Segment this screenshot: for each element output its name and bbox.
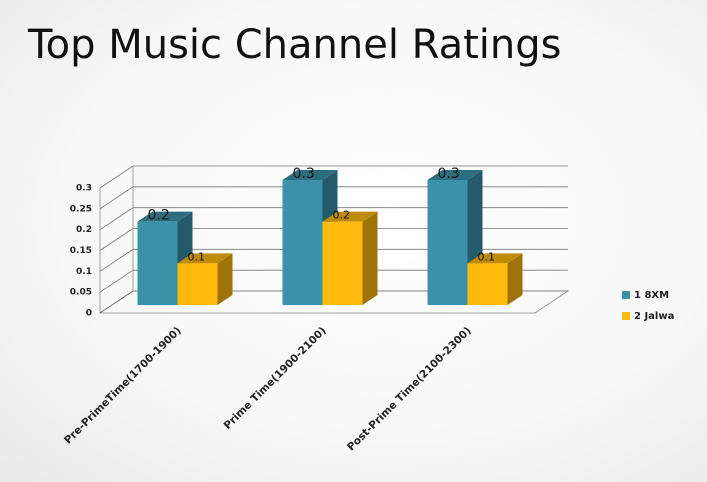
y-tick-label: 0.25 xyxy=(70,204,92,214)
bar-side xyxy=(217,253,233,305)
legend-swatch xyxy=(622,291,630,299)
bar-front xyxy=(427,180,468,305)
grid-line xyxy=(99,228,134,251)
y-tick-label: 0.2 xyxy=(76,225,92,235)
x-tick-label: Pre-PrimeTime(1700-1900) xyxy=(62,325,184,447)
value-label: 0.2 xyxy=(148,208,170,224)
y-tick-label: 0.05 xyxy=(70,288,92,298)
legend-label: 2 Jalwa xyxy=(634,311,674,322)
value-label: 0.1 xyxy=(478,250,496,263)
grid-line xyxy=(99,249,134,272)
bar-side xyxy=(507,253,523,305)
bar-front xyxy=(177,263,218,305)
grid-line xyxy=(99,165,134,189)
y-tick-label: 0.3 xyxy=(76,184,92,194)
y-tick-label: 0 xyxy=(86,309,92,319)
value-label: 0.3 xyxy=(293,166,315,182)
grid-line xyxy=(99,269,134,293)
grid-line xyxy=(99,207,134,230)
bar-top xyxy=(137,211,193,222)
bar xyxy=(467,253,523,305)
bar-front xyxy=(282,180,323,305)
value-label: 0.3 xyxy=(438,166,460,182)
x-tick-label: Prime Time(1900-2100) xyxy=(222,325,329,432)
bar-top xyxy=(177,253,233,264)
grid-line xyxy=(99,290,134,314)
bar-top xyxy=(427,170,483,180)
legend-swatch xyxy=(622,312,630,320)
bar-top xyxy=(282,170,338,180)
bar-top xyxy=(322,211,378,222)
grid-line xyxy=(99,186,134,210)
legend-label: 1 8XM xyxy=(634,290,669,301)
value-label: 0.2 xyxy=(333,209,351,222)
bar-top xyxy=(467,253,523,264)
bar xyxy=(322,211,378,305)
value-label: 0.1 xyxy=(188,250,206,263)
y-tick-label: 0.1 xyxy=(76,267,92,277)
bar-side xyxy=(362,211,378,305)
bar-front xyxy=(137,221,178,305)
bar xyxy=(177,253,233,305)
y-tick-label: 0.15 xyxy=(70,246,92,256)
x-tick-label: Post-Prime Time(2100-2300) xyxy=(345,325,474,454)
bar-front xyxy=(467,263,508,305)
chart-title: Top Music Channel Ratings xyxy=(27,22,561,68)
bar-front xyxy=(322,221,363,305)
